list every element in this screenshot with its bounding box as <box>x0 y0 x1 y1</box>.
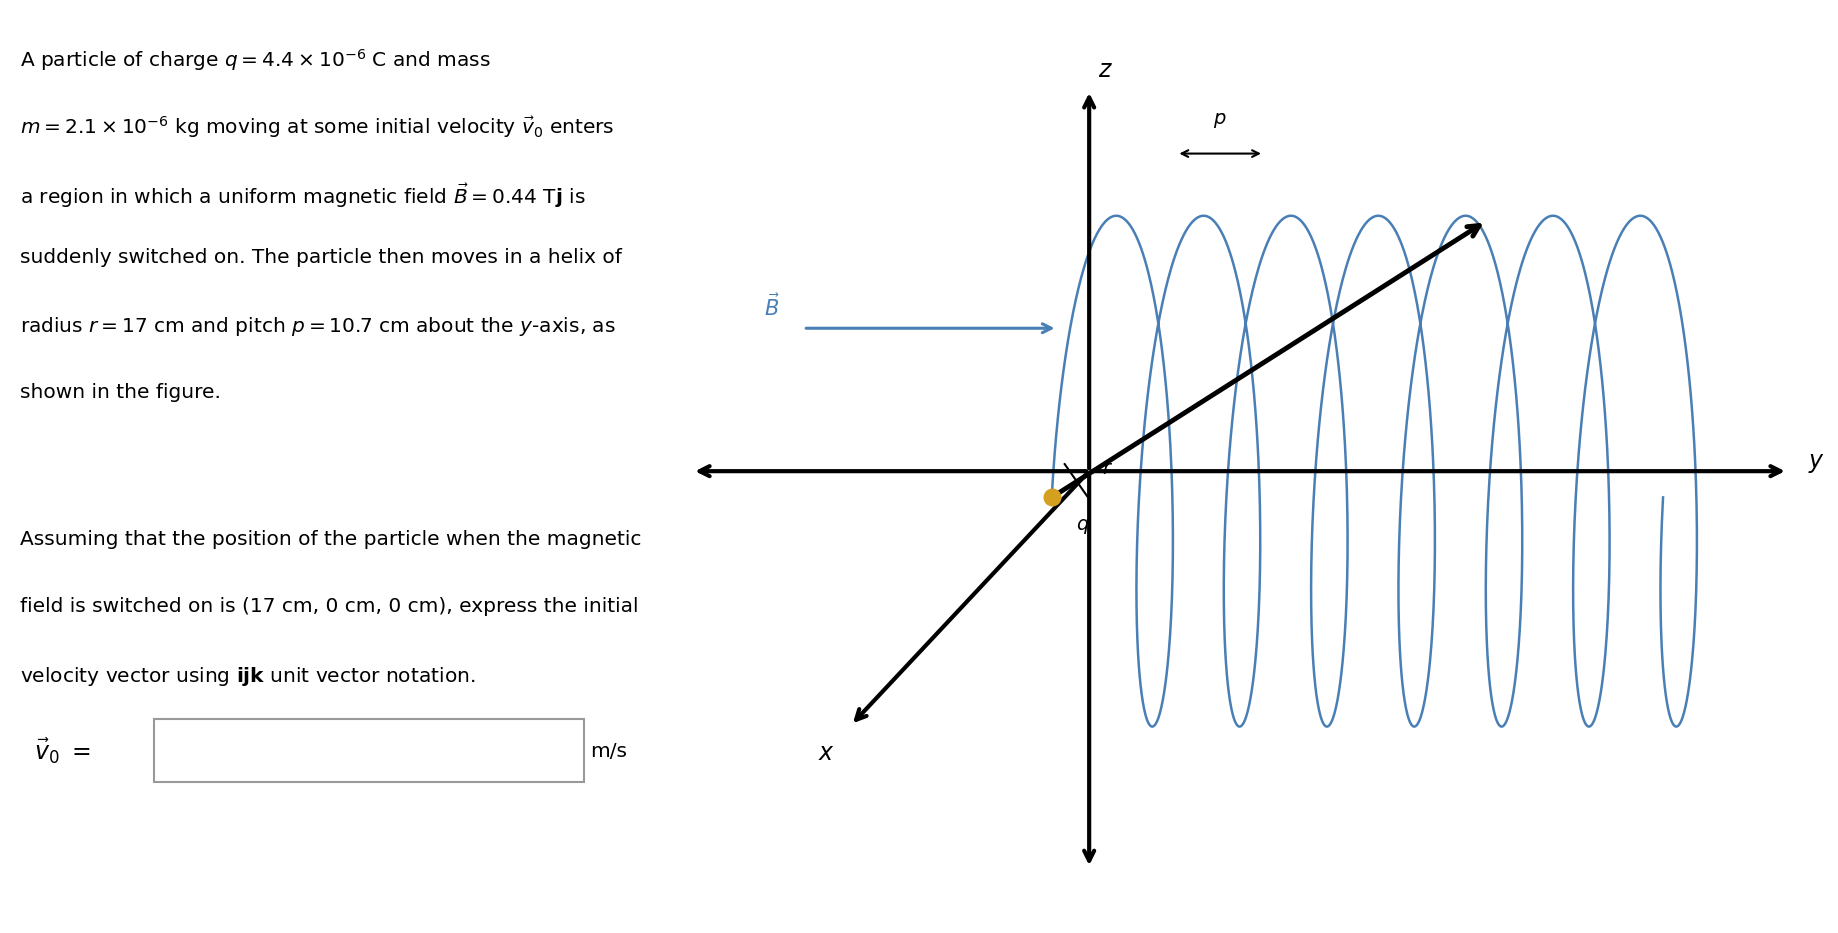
Text: $m = 2.1 \times 10^{-6}$ kg moving at some initial velocity $\vec{v}_0$ enters: $m = 2.1 \times 10^{-6}$ kg moving at so… <box>20 114 614 140</box>
Text: radius $r = 17$ cm and pitch $p = 10.7$ cm about the $y$-axis, as: radius $r = 17$ cm and pitch $p = 10.7$ … <box>20 315 616 339</box>
Text: $z$: $z$ <box>1097 58 1112 82</box>
Text: suddenly switched on. The particle then moves in a helix of: suddenly switched on. The particle then … <box>20 248 621 267</box>
Text: field is switched on is (17 cm, 0 cm, 0 cm), express the initial: field is switched on is (17 cm, 0 cm, 0 … <box>20 597 638 617</box>
Text: Assuming that the position of the particle when the magnetic: Assuming that the position of the partic… <box>20 530 641 550</box>
Text: $p$: $p$ <box>1213 111 1228 130</box>
Text: $y$: $y$ <box>1809 452 1825 475</box>
FancyBboxPatch shape <box>154 719 584 782</box>
Text: m/s: m/s <box>590 742 627 760</box>
Text: a region in which a uniform magnetic field $\vec{B} = 0.44\ \mathrm{T}\mathbf{j}: a region in which a uniform magnetic fie… <box>20 181 586 210</box>
Text: $r$: $r$ <box>1103 459 1114 478</box>
Text: $x$: $x$ <box>818 741 834 765</box>
Text: $q$: $q$ <box>1075 517 1090 536</box>
Text: $\vec{B}$: $\vec{B}$ <box>763 294 779 320</box>
Text: velocity vector using $\mathbf{ijk}$ unit vector notation.: velocity vector using $\mathbf{ijk}$ uni… <box>20 664 476 688</box>
Text: $\vec{v}_0\ =$: $\vec{v}_0\ =$ <box>33 736 90 766</box>
Text: A particle of charge $q = 4.4 \times 10^{-6}$ C and mass: A particle of charge $q = 4.4 \times 10^… <box>20 47 491 73</box>
Text: shown in the figure.: shown in the figure. <box>20 383 221 401</box>
